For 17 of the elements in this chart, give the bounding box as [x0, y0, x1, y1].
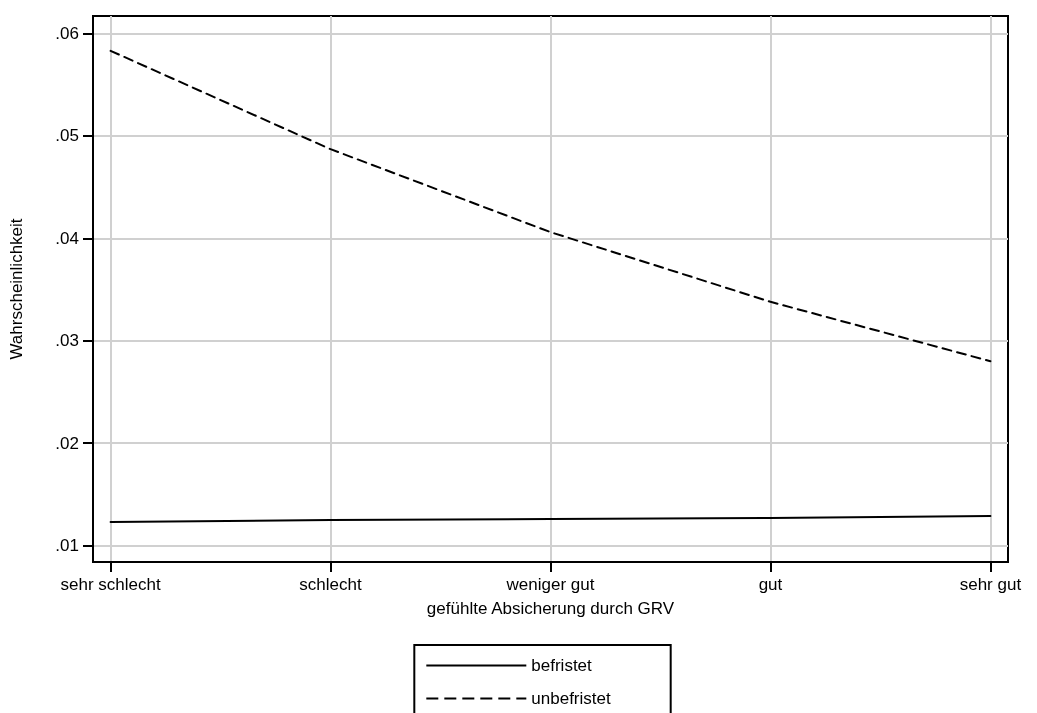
y-axis-title: Wahrscheinlichkeit — [7, 218, 26, 360]
y-tick-label: .03 — [55, 331, 79, 351]
x-tick-label: sehr schlecht — [60, 575, 161, 594]
y-tick-label: .04 — [55, 228, 79, 248]
y-tick-label: .06 — [55, 23, 79, 43]
line-series — [109, 49, 992, 363]
x-tick-label: gut — [758, 575, 783, 594]
legend-label: befristet — [531, 656, 593, 675]
y-tick-label: .01 — [55, 536, 79, 556]
x-tick-label: schlecht — [299, 575, 362, 594]
x-tick-label: sehr gut — [959, 575, 1022, 594]
x-tick-label: weniger gut — [505, 575, 595, 594]
y-tick-label: .02 — [55, 433, 79, 453]
legend-label: unbefristet — [531, 689, 611, 708]
x-axis-title: gefühlte Absicherung durch GRV — [426, 599, 675, 618]
line-series — [109, 514, 992, 524]
y-tick-label: .05 — [55, 126, 79, 146]
